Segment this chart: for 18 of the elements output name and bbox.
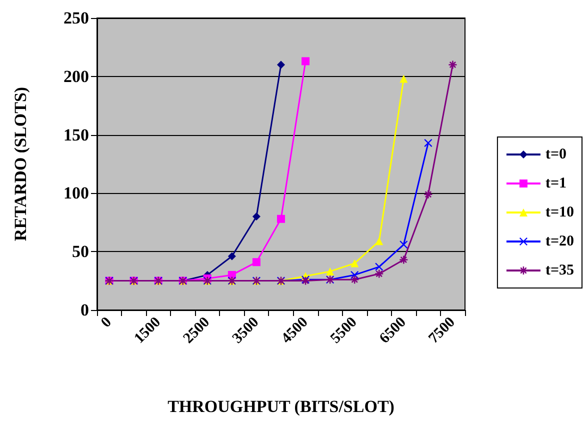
y-tick-label: 150 (64, 125, 89, 144)
y-tick-label: 50 (72, 242, 89, 262)
y-tick-label: 250 (64, 8, 89, 28)
y-tick-label: 0 (80, 300, 89, 320)
legend-label: t=0 (545, 146, 567, 162)
legend-label: t=1 (545, 176, 567, 192)
x-tick-label: 6500 (376, 314, 410, 347)
legend-label: t=35 (545, 262, 574, 278)
legend-label: t=10 (545, 204, 574, 220)
y-tick-label: 100 (64, 184, 89, 203)
x-tick-label: 4500 (278, 314, 312, 347)
legend-label: t=20 (545, 234, 574, 250)
x-tick-label: 0 (98, 314, 115, 331)
y-tick-label: 200 (64, 66, 89, 86)
x-axis-title: THROUGHPUT (BITS/SLOT) (168, 397, 394, 416)
x-tick-label: 7500 (426, 314, 458, 347)
y-axis-title: RETARDO (SLOTS) (11, 86, 30, 242)
x-tick-label: 1500 (131, 314, 164, 347)
